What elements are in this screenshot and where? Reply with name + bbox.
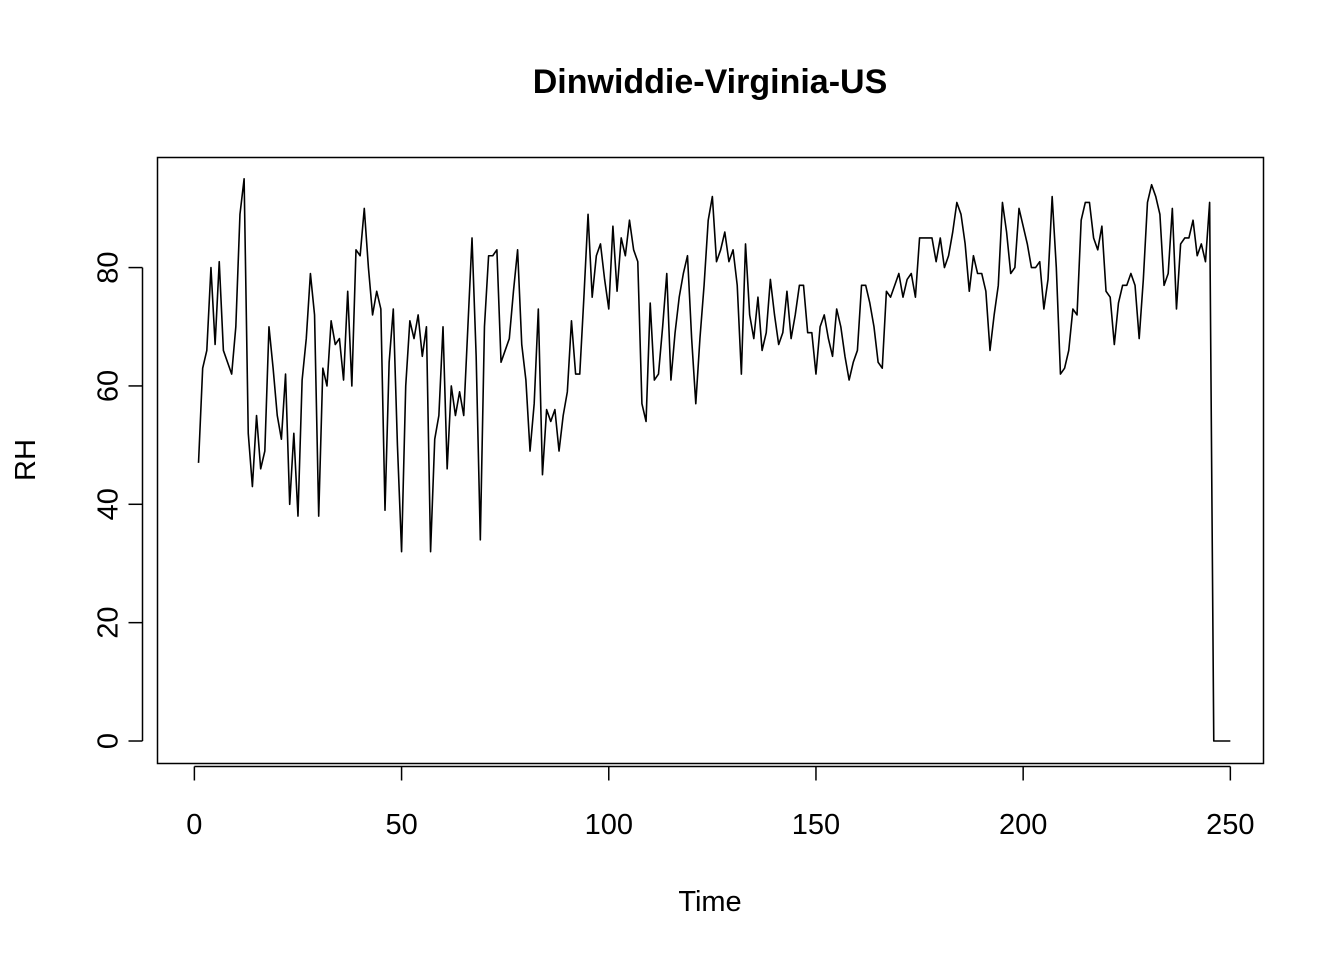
y-axis: 0 20 40 60 80 [93,251,144,749]
y-tick-label: 20 [93,607,125,639]
x-axis: 0 50 100 150 200 250 [186,765,1255,841]
chart-title: Dinwiddie-Virginia-US [533,63,888,101]
y-tick-label: 0 [93,733,125,749]
y-tick-label: 80 [93,251,125,283]
x-axis-label: Time [678,886,741,918]
x-tick-label: 200 [999,809,1047,841]
x-tick-label: 150 [792,809,840,841]
y-tick-label: 40 [93,488,125,520]
x-tick-label: 250 [1206,809,1254,841]
x-tick-label: 100 [585,809,633,841]
y-tick-label: 60 [93,370,125,402]
y-axis-label: RH [10,439,42,481]
series-line [197,178,1231,742]
x-tick-label: 0 [186,809,202,841]
plot-frame [156,156,1265,765]
x-tick-label: 50 [385,809,417,841]
